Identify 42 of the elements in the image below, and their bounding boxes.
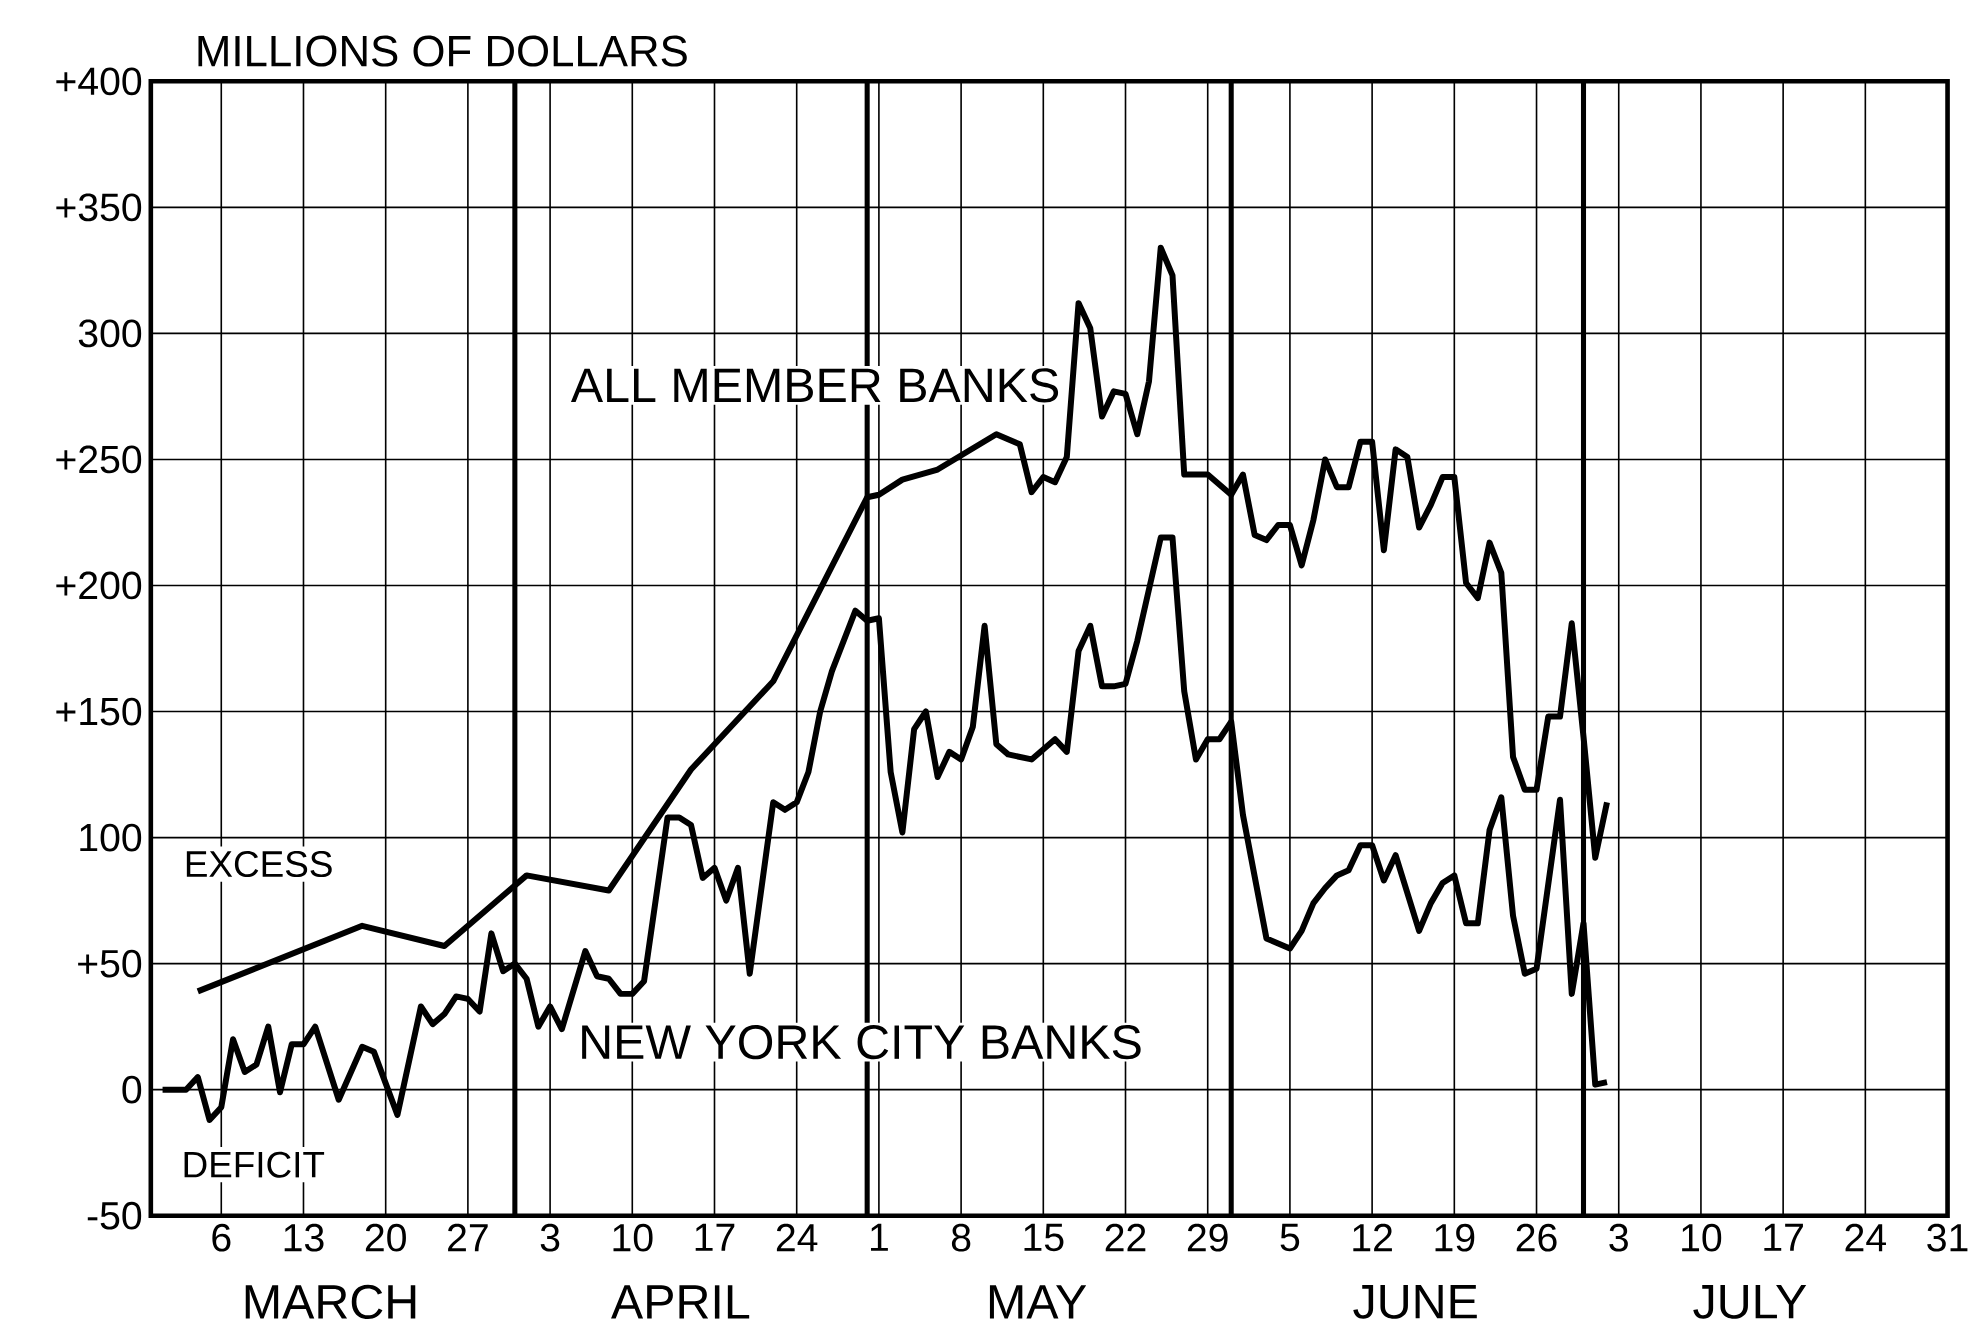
x-tick-label: 17 — [1764, 1223, 1803, 1251]
y-tick-label: +250 — [56, 445, 142, 474]
x-tick-label: 24 — [1845, 1223, 1886, 1252]
x-tick-label: 10 — [613, 1223, 653, 1252]
y-tick-label: +150 — [56, 697, 142, 726]
y-tick-label: +350 — [56, 193, 142, 222]
x-tick-label: 13 — [284, 1223, 324, 1252]
x-tick-label: 1 — [871, 1223, 888, 1251]
text: APRIL — [611, 1285, 750, 1319]
text: MARCH — [245, 1284, 416, 1319]
x-tick-label: 3 — [540, 1223, 560, 1252]
x-tick-label: 17 — [695, 1223, 735, 1251]
y-tick-label: +50 — [78, 949, 142, 978]
text: JULY — [1693, 1284, 1807, 1319]
annotation: EXCESS — [186, 850, 332, 877]
annotation: DEFICIT — [184, 1151, 325, 1178]
x-tick-label: 6 — [212, 1223, 231, 1252]
text: MAY — [989, 1285, 1087, 1319]
x-tick-label: 5 — [1280, 1223, 1300, 1252]
x-tick-label: 12 — [1353, 1223, 1392, 1252]
x-tick-label: 8 — [951, 1223, 971, 1252]
y-tick-label: 300 — [78, 319, 142, 348]
x-tick-label: 26 — [1516, 1223, 1557, 1252]
x-tick-label: 3 — [1609, 1223, 1628, 1252]
y-tick-label: +200 — [56, 571, 142, 600]
y-tick-label: 0 — [122, 1075, 142, 1104]
x-tick-label: 24 — [776, 1223, 818, 1252]
x-tick-label: 29 — [1187, 1223, 1228, 1252]
x-tick-label: 31 — [1927, 1223, 1968, 1252]
x-tick-label: 19 — [1435, 1223, 1475, 1252]
y-tick-label: 100 — [80, 823, 142, 852]
y-axis-title: MILLIONS OF DOLLARS — [198, 35, 687, 67]
series-label: NEW YORK CITY BANKS — [582, 1024, 1141, 1060]
x-tick-label: 15 — [1024, 1223, 1064, 1252]
y-tick-label: +400 — [56, 67, 142, 96]
y-tick-label: -50 — [87, 1201, 142, 1230]
x-tick-label: 22 — [1105, 1223, 1146, 1252]
x-tick-label: 27 — [448, 1223, 488, 1252]
x-tick-label: 20 — [365, 1223, 406, 1252]
text: JUNE — [1353, 1284, 1477, 1319]
series-label: ALL MEMBER BANKS — [570, 368, 1059, 403]
x-tick-label: 10 — [1682, 1223, 1722, 1252]
